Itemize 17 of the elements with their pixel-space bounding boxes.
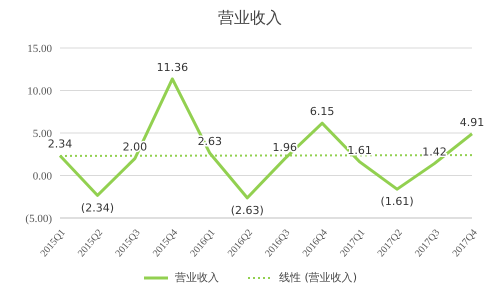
data-label: 2.34 (48, 138, 72, 151)
data-label: 6.15 (310, 105, 334, 118)
legend-label: 营业收入 (174, 270, 219, 285)
y-tick-label: 0.00 (32, 170, 52, 182)
legend-label: 线性 (营业收入) (278, 270, 358, 285)
chart-title: 营业收入 (217, 8, 283, 29)
data-label: 1.96 (272, 140, 297, 154)
data-label: 4.91 (460, 116, 484, 129)
data-label: 11.36 (156, 60, 188, 74)
y-tick-label: 5.00 (32, 128, 52, 140)
data-label: (2.34) (80, 201, 114, 214)
y-tick-label: (5.00) (25, 212, 52, 225)
data-label: (2.63) (230, 204, 264, 217)
y-tick-label: 10.00 (27, 85, 52, 98)
data-label: 1.42 (422, 145, 447, 158)
y-tick-label: 15.00 (27, 42, 52, 55)
data-label: (1.61) (380, 195, 414, 208)
